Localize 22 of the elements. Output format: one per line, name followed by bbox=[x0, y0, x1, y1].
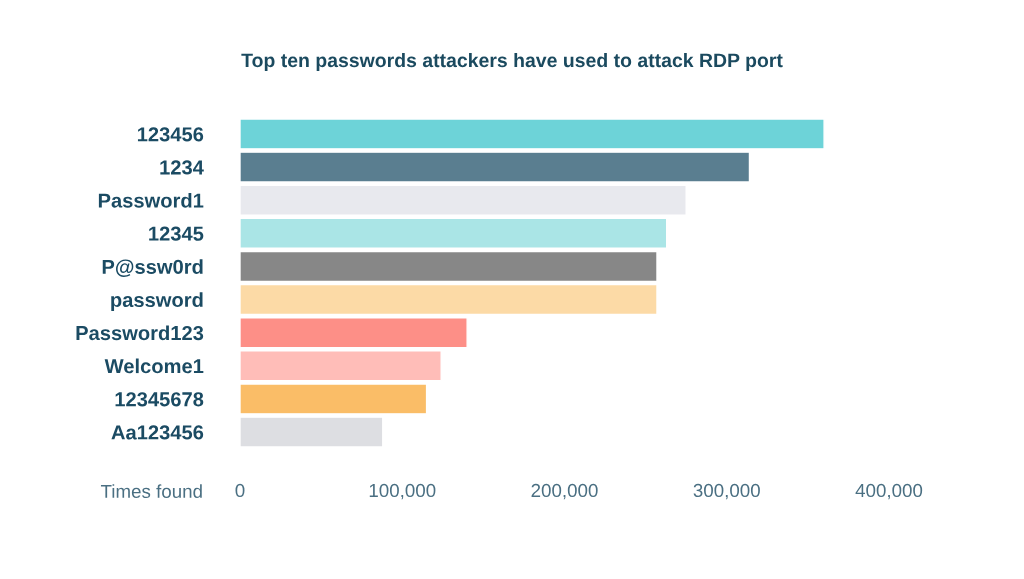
bar bbox=[240, 250, 658, 283]
y-tick-label: 12345 bbox=[149, 226, 204, 241]
x-tick-label: 400,000 bbox=[855, 483, 923, 500]
bar bbox=[240, 317, 468, 349]
bar bbox=[240, 350, 442, 382]
y-tick-label: 1234 bbox=[160, 160, 204, 175]
x-tick-label: 100,000 bbox=[369, 483, 436, 500]
x-tick-label: 300,000 bbox=[693, 483, 760, 500]
y-tick-label: Password123 bbox=[76, 325, 204, 341]
y-tick-label: 12345678 bbox=[115, 392, 204, 407]
x-tick-label: 0 bbox=[235, 483, 245, 498]
y-tick-label: P@ssw0rd bbox=[102, 259, 203, 277]
x-tick-label: 200,000 bbox=[531, 483, 598, 500]
chart-title: Top ten passwords attackers have used to attack RDP port bbox=[241, 52, 783, 72]
bar bbox=[240, 217, 668, 249]
bar bbox=[240, 283, 658, 316]
x-axis-title: Times found bbox=[100, 484, 202, 499]
y-tick-label: Password1 bbox=[98, 192, 204, 208]
y-tick-label: password bbox=[111, 292, 203, 312]
y-tick-label: 123456 bbox=[137, 127, 204, 142]
y-tick-label: Welcome1 bbox=[104, 358, 204, 374]
y-tick-label: Aa123456 bbox=[111, 425, 204, 440]
